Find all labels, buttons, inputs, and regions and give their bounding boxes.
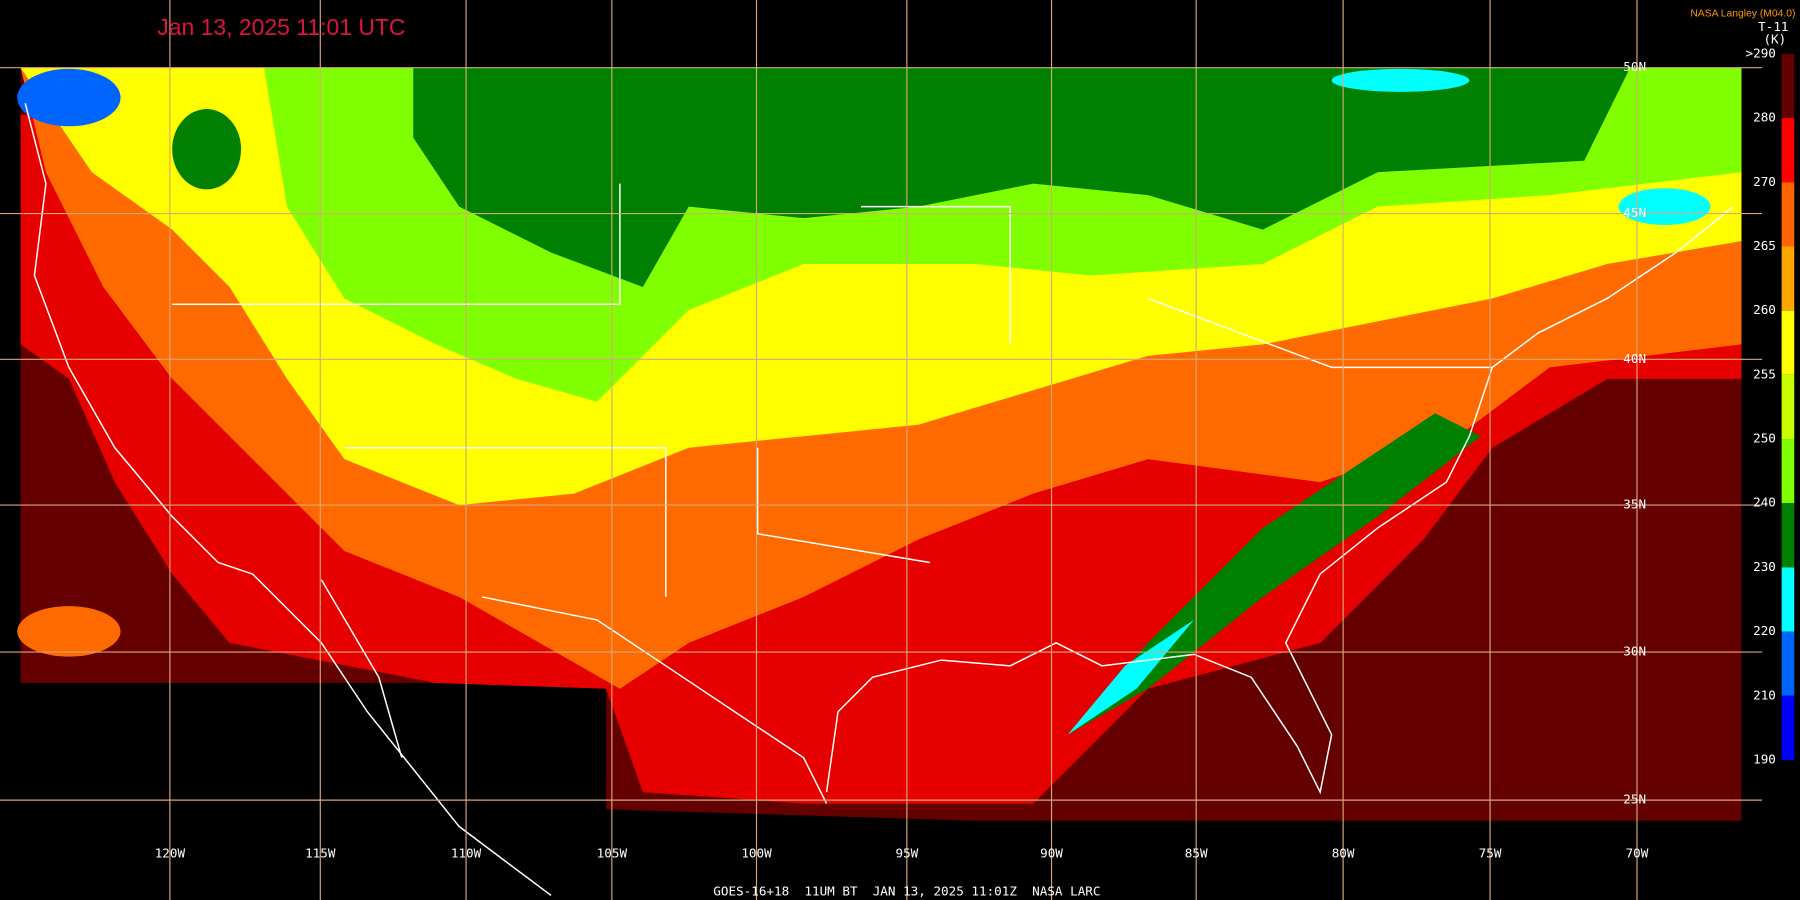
latitude-label: 45N: [1623, 205, 1646, 220]
colorbar-label: 280: [1753, 110, 1776, 125]
latitude-label: 35N: [1623, 497, 1646, 512]
longitude-label: 75W: [1479, 846, 1502, 861]
latitude-label: 40N: [1623, 351, 1646, 366]
colorbar-label: 240: [1753, 495, 1776, 510]
colorbar-label: 210: [1753, 687, 1776, 702]
longitude-label: 110W: [451, 846, 482, 861]
colorbar-segment: [1781, 695, 1795, 760]
band-cyan-southeast: [1067, 619, 1194, 735]
colorbar-segment: [1781, 439, 1795, 504]
band-blue-northwest: [17, 68, 121, 127]
colorbar-label: 220: [1753, 623, 1776, 638]
colorbar-label: 190: [1753, 751, 1776, 766]
credit: NASA Langley (M04.0): [1690, 9, 1795, 20]
colorbar-label: 260: [1753, 302, 1776, 317]
colorbar-segment: [1781, 53, 1795, 119]
footer: GOES-16+18 11UM BT JAN 13, 2025 11:01Z N…: [713, 883, 1100, 898]
band-green-northwest: [172, 109, 242, 190]
colorbar-unit: (K): [1763, 32, 1786, 47]
colorbar-label: 270: [1753, 174, 1776, 189]
colorbar-segment: [1781, 310, 1795, 375]
colorbar-label: 230: [1753, 559, 1776, 574]
colorbar-title: T-11: [1758, 19, 1788, 34]
longitude-label: 85W: [1185, 846, 1208, 861]
colorbar-label: 255: [1753, 366, 1776, 381]
latitude-label: 30N: [1623, 644, 1646, 659]
band-cyan-northeast: [1618, 188, 1711, 225]
colorbar-label: 250: [1753, 431, 1776, 446]
imagery: [17, 67, 1742, 821]
longitude-label: 70W: [1626, 846, 1649, 861]
colorbar-segment: [1781, 374, 1795, 440]
colorbar: >290 280 270 265 260 255 250 240 230 220 210 190: [1746, 45, 1795, 766]
longitude-label: 100W: [741, 846, 772, 861]
colorbar-label: >290: [1746, 45, 1776, 60]
latitude-label: 50N: [1623, 59, 1646, 74]
colorbar-segment: [1781, 503, 1795, 568]
coastlines: [24, 103, 1734, 897]
colorbar-segment: [1781, 631, 1795, 696]
coastline: [24, 103, 1734, 897]
band-orange-pacific: [17, 606, 121, 657]
colorbar-label: 265: [1753, 238, 1776, 253]
longitude-label: 120W: [155, 846, 186, 861]
graticule: 120W 115W 110W 105W 100W 95W 90W 85W 80W 75W 70W 50…: [0, 0, 1763, 900]
colorbar-segment: [1781, 118, 1795, 183]
band-green-southeast: [1067, 413, 1481, 735]
colorbar-segment: [1781, 246, 1795, 311]
timestamp: Jan 13, 2025 11:01 UTC: [157, 14, 405, 40]
longitude-label: 105W: [597, 846, 628, 861]
band-cyan-north: [1331, 68, 1470, 92]
state-borders: [172, 183, 1493, 597]
longitude-label: 90W: [1040, 846, 1063, 861]
colorbar-segment: [1781, 182, 1795, 247]
longitude-label: 80W: [1332, 846, 1355, 861]
band-green: [413, 67, 1631, 287]
latitude-label: 25N: [1623, 792, 1646, 807]
longitude-label: 95W: [895, 846, 918, 861]
longitude-label: 115W: [305, 846, 336, 861]
colorbar-segment: [1781, 567, 1795, 632]
